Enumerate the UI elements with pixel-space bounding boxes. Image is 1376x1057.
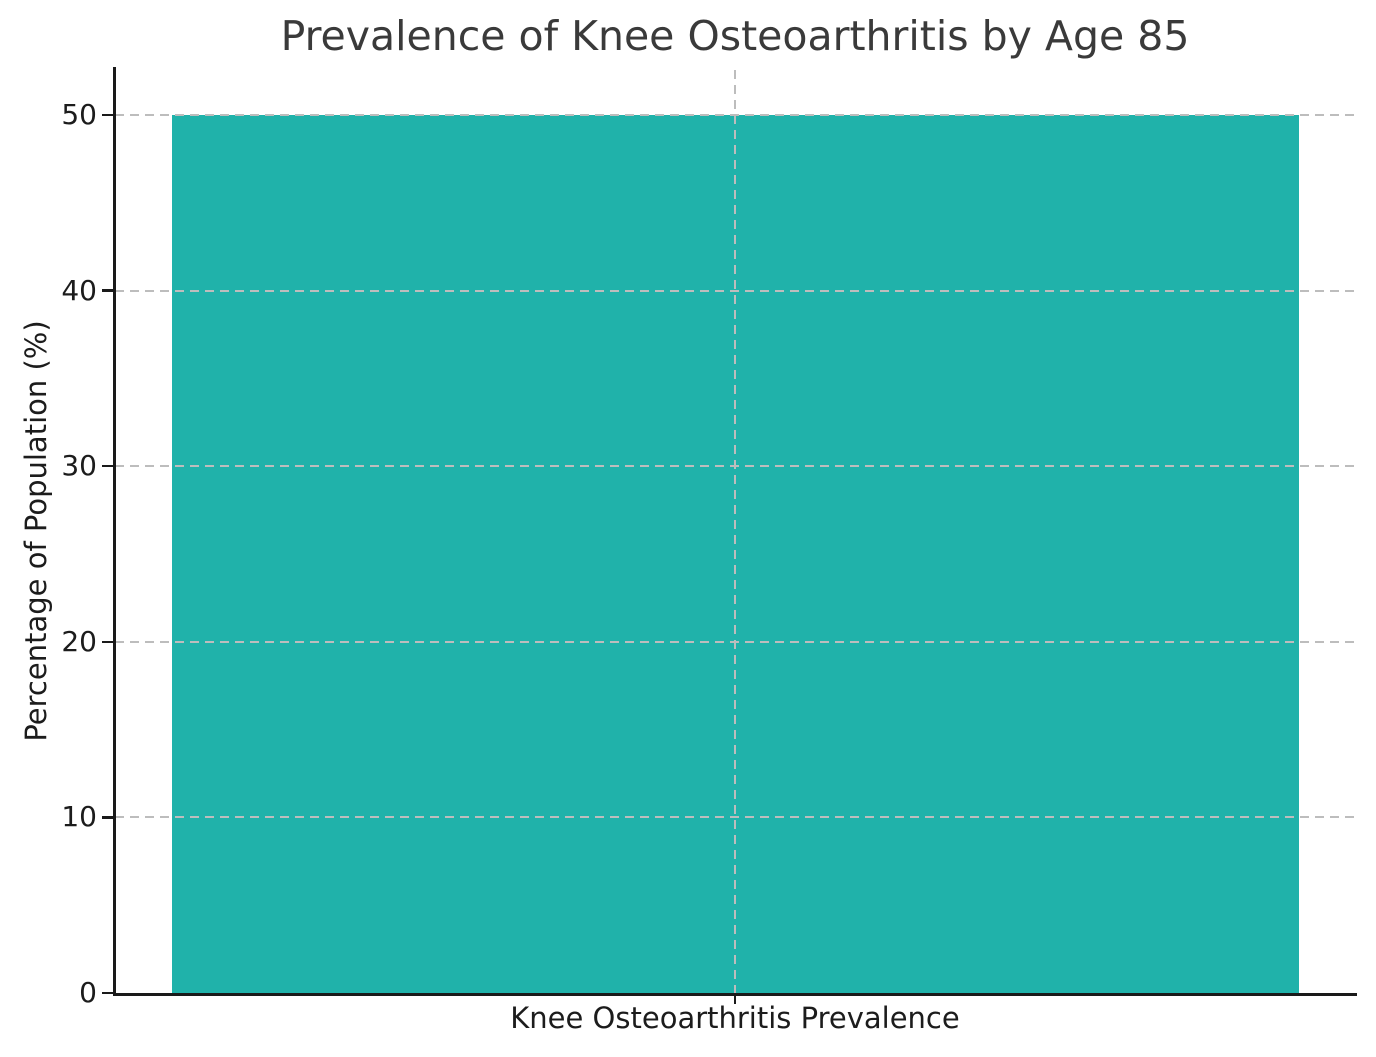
x-axis-line: [113, 993, 1357, 996]
x-tick-label: Knee Osteoarthritis Prevalence: [510, 1001, 960, 1035]
plot-area: [115, 70, 1355, 993]
y-tick-mark-40: [102, 289, 113, 292]
y-tick-label-10: 10: [61, 800, 97, 834]
y-tick-mark-10: [102, 816, 113, 819]
y-tick-mark-50: [102, 113, 113, 117]
y-tick-mark-30: [102, 464, 113, 468]
y-tick-label-0: 0: [79, 976, 97, 1009]
x-tick-mark-0: [733, 995, 737, 1004]
y-tick-label-20: 20: [61, 624, 97, 658]
y-tick-label-50: 50: [61, 97, 97, 131]
chart-title: Prevalence of Knee Osteoarthritis by Age…: [280, 12, 1190, 60]
y-tick-mark-0: [102, 991, 113, 995]
gridline-x-center: [734, 70, 736, 993]
y-tick-label-40: 40: [61, 273, 97, 307]
y-axis-title: Percentage of Population (%): [19, 320, 53, 742]
y-tick-label-30: 30: [61, 449, 97, 483]
y-axis-line: [113, 67, 116, 996]
y-tick-mark-20: [102, 640, 113, 644]
